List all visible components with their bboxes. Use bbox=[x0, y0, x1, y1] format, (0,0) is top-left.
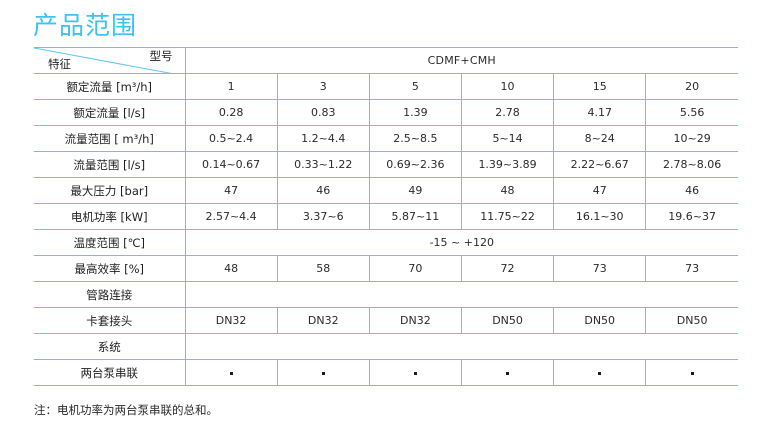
data-cell: 11.75~22 bbox=[461, 203, 555, 230]
data-cell: 46 bbox=[645, 177, 739, 204]
footnote: 注：电机功率为两台泵串联的总和。 bbox=[34, 403, 218, 417]
row-label: 电机功率 [kW] bbox=[34, 203, 186, 230]
bullet-dot-icon bbox=[413, 371, 417, 375]
data-cell: 0.69~2.36 bbox=[369, 151, 462, 178]
data-cell: 2.5~8.5 bbox=[369, 125, 462, 152]
table-header-row: 特征 型号 CDMF+CMH bbox=[34, 47, 739, 74]
row-label: 两台泵串联 bbox=[34, 359, 186, 386]
data-cell: 73 bbox=[645, 255, 739, 282]
data-cell: 72 bbox=[461, 255, 555, 282]
table-row: 温度范围 [℃] -15 ~ +120 bbox=[34, 229, 739, 256]
availability-cell bbox=[185, 359, 278, 386]
data-cell: DN50 bbox=[645, 307, 739, 334]
row-label: 最大压力 [bar] bbox=[34, 177, 186, 204]
data-cell: 70 bbox=[369, 255, 462, 282]
table-row: 最大压力 [bar] 47 46 49 48 47 46 bbox=[34, 177, 739, 204]
data-cell: 5.56 bbox=[645, 99, 739, 126]
data-cell: DN50 bbox=[461, 307, 555, 334]
data-cell: 16.1~30 bbox=[553, 203, 647, 230]
row-label: 额定流量 [m³/h] bbox=[34, 73, 186, 100]
table-row: 流量范围 [l/s] 0.14~0.67 0.33~1.22 0.69~2.36 1.3… bbox=[34, 151, 739, 178]
data-cell: 2.22~6.67 bbox=[553, 151, 647, 178]
table-row: 两台泵串联 bbox=[34, 359, 739, 386]
availability-cell bbox=[461, 359, 555, 386]
table-row: 额定流量 [m³/h] 1 3 5 10 15 20 bbox=[34, 73, 739, 100]
data-cell: 3 bbox=[277, 73, 370, 100]
data-cell: 73 bbox=[553, 255, 647, 282]
data-cell: 0.33~1.22 bbox=[277, 151, 370, 178]
page-title: 产品范围 bbox=[33, 11, 138, 40]
data-cell: 1.39~3.89 bbox=[461, 151, 555, 178]
data-cell: 3.37~6 bbox=[277, 203, 370, 230]
table-row: 最高效率 [%] 48 58 70 72 73 73 bbox=[34, 255, 739, 282]
data-cell: 58 bbox=[277, 255, 370, 282]
data-cell: 0.83 bbox=[277, 99, 370, 126]
model-group-header: CDMF+CMH bbox=[185, 47, 739, 74]
row-label: 管路连接 bbox=[34, 281, 186, 308]
data-cell: 5.87~11 bbox=[369, 203, 462, 230]
data-cell: DN32 bbox=[369, 307, 462, 334]
data-cell: DN50 bbox=[553, 307, 647, 334]
data-cell: 1.2~4.4 bbox=[277, 125, 370, 152]
bullet-dot-icon bbox=[598, 371, 602, 375]
data-cell: 48 bbox=[461, 177, 555, 204]
data-cell: 10 bbox=[461, 73, 555, 100]
data-cell: 47 bbox=[185, 177, 278, 204]
row-label: 最高效率 [%] bbox=[34, 255, 186, 282]
availability-cell bbox=[553, 359, 647, 386]
bullet-dot-icon bbox=[229, 371, 233, 375]
data-cell: 48 bbox=[185, 255, 278, 282]
availability-cell bbox=[277, 359, 370, 386]
table-row: 系统 bbox=[34, 333, 739, 360]
feature-axis-label: 特征 bbox=[48, 57, 71, 71]
row-label: 额定流量 [l/s] bbox=[34, 99, 186, 126]
section-spacer-cell bbox=[185, 281, 739, 308]
row-label: 系统 bbox=[34, 333, 186, 360]
data-cell: 49 bbox=[369, 177, 462, 204]
data-cell: 47 bbox=[553, 177, 647, 204]
row-label: 流量范围 [ m³/h] bbox=[34, 125, 186, 152]
availability-cell bbox=[645, 359, 739, 386]
data-cell: 2.78 bbox=[461, 99, 555, 126]
specification-table-container: 特征 型号 CDMF+CMH 额定流量 [m³/h] 1 3 5 10 15 20 额定流量 [l/… bbox=[34, 47, 739, 386]
data-cell: 4.17 bbox=[553, 99, 647, 126]
availability-cell bbox=[369, 359, 462, 386]
data-cell: 0.5~2.4 bbox=[185, 125, 278, 152]
table-body: 特征 型号 CDMF+CMH 额定流量 [m³/h] 1 3 5 10 15 20 额定流量 [l/… bbox=[34, 47, 739, 386]
bullet-dot-icon bbox=[506, 371, 510, 375]
data-cell: 19.6~37 bbox=[645, 203, 739, 230]
section-spacer-cell bbox=[185, 333, 739, 360]
row-label: 温度范围 [℃] bbox=[34, 229, 186, 256]
data-cell: 2.78~8.06 bbox=[645, 151, 739, 178]
bullet-dot-icon bbox=[321, 371, 325, 375]
specification-table: 特征 型号 CDMF+CMH 额定流量 [m³/h] 1 3 5 10 15 20 额定流量 [l/… bbox=[34, 47, 739, 386]
data-cell: 15 bbox=[553, 73, 647, 100]
data-cell: 1 bbox=[185, 73, 278, 100]
data-cell: 2.57~4.4 bbox=[185, 203, 278, 230]
table-row: 流量范围 [ m³/h] 0.5~2.4 1.2~4.4 2.5~8.5 5~14 8~2… bbox=[34, 125, 739, 152]
data-cell: 10~29 bbox=[645, 125, 739, 152]
bullet-dot-icon bbox=[690, 371, 694, 375]
data-cell: DN32 bbox=[185, 307, 278, 334]
merged-value-cell: -15 ~ +120 bbox=[185, 229, 739, 256]
data-cell: 1.39 bbox=[369, 99, 462, 126]
table-row: 电机功率 [kW] 2.57~4.4 3.37~6 5.87~11 11.75~22 16… bbox=[34, 203, 739, 230]
data-cell: 8~24 bbox=[553, 125, 647, 152]
data-cell: 5 bbox=[369, 73, 462, 100]
data-cell: 46 bbox=[277, 177, 370, 204]
data-cell: 0.14~0.67 bbox=[185, 151, 278, 178]
model-axis-label: 型号 bbox=[149, 49, 173, 63]
table-row: 管路连接 bbox=[34, 281, 739, 308]
table-row: 卡套接头 DN32 DN32 DN32 DN50 DN50 DN50 bbox=[34, 307, 739, 334]
data-cell: DN32 bbox=[277, 307, 370, 334]
data-cell: 5~14 bbox=[461, 125, 555, 152]
table-corner-cell: 特征 型号 bbox=[34, 47, 186, 74]
data-cell: 0.28 bbox=[185, 99, 278, 126]
row-label: 卡套接头 bbox=[34, 307, 186, 334]
table-row: 额定流量 [l/s] 0.28 0.83 1.39 2.78 4.17 5.56 bbox=[34, 99, 739, 126]
row-label: 流量范围 [l/s] bbox=[34, 151, 186, 178]
data-cell: 20 bbox=[645, 73, 739, 100]
